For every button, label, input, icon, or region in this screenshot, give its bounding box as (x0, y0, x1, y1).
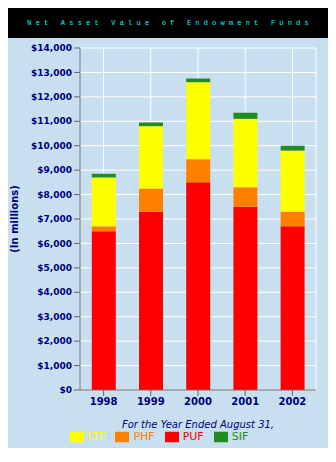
svg-text:$14,000: $14,000 (31, 43, 72, 53)
svg-text:$4,000: $4,000 (37, 287, 72, 297)
svg-text:$9,000: $9,000 (37, 165, 72, 175)
svg-text:$6,000: $6,000 (37, 239, 72, 249)
svg-text:$11,000: $11,000 (31, 116, 72, 126)
svg-text:$0: $0 (59, 385, 72, 395)
html-text:SIF: SIF (231, 430, 249, 443)
html-text:PUF: PUF (182, 430, 204, 443)
svg-text:1998: 1998 (90, 396, 118, 407)
svg-text:$10,000: $10,000 (31, 141, 72, 151)
svg-text:$7,000: $7,000 (37, 214, 72, 224)
svg-text:$3,000: $3,000 (37, 312, 72, 322)
svg-text:1999: 1999 (137, 396, 165, 407)
html-text:PHF: PHF (133, 430, 155, 443)
svg-text:2001: 2001 (231, 396, 259, 407)
svg-text:$8,000: $8,000 (37, 190, 72, 200)
svg-text:$12,000: $12,000 (31, 92, 72, 102)
html-text:N e t A s s e t V a l u e o f: N e t A s s e t V a l u e o f E n d o w … (27, 19, 309, 27)
svg-text:For the Year Ended August 31,: For the Year Ended August 31, (122, 419, 274, 430)
svg-text:(In millions): (In millions) (9, 185, 20, 253)
html-text:LTF: LTF (87, 430, 106, 443)
svg-text:2000: 2000 (184, 396, 212, 407)
svg-text:$5,000: $5,000 (37, 263, 72, 273)
svg-text:$1,000: $1,000 (37, 361, 72, 371)
svg-text:2002: 2002 (278, 396, 306, 407)
svg-text:$2,000: $2,000 (37, 336, 72, 346)
svg-text:$13,000: $13,000 (31, 68, 72, 78)
